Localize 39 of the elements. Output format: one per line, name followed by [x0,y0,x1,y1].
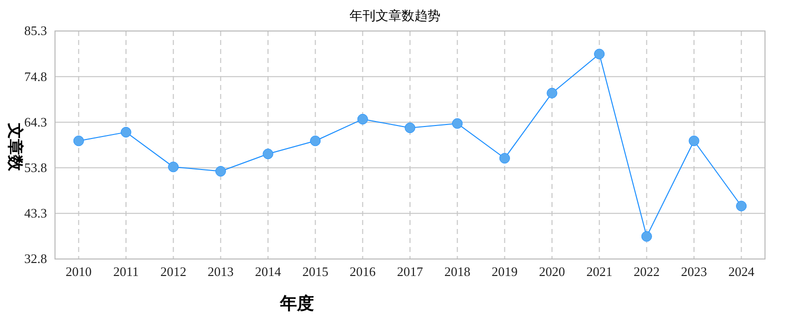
x-tick-label: 2010 [66,264,92,280]
chart-title: 年刊文章数趋势 [350,8,440,23]
y-tick-label: 32.8 [24,251,47,266]
point [215,166,226,177]
x-tick-label: 2016 [350,264,376,280]
x-tick-label: 2013 [208,264,234,280]
y-tick-label: 74.8 [24,68,47,84]
y-tick-label: 85.3 [24,23,47,38]
x-tick-label: 2017 [397,264,424,280]
x-tick-label: 2014 [255,264,282,280]
x-tick-label: 2011 [113,264,139,280]
x-tick-label: 2015 [302,264,328,280]
point [499,152,510,164]
point [120,126,132,138]
x-axis-title: 年度 [279,294,314,313]
y-axis-title: 文章数 [6,122,24,172]
point [546,88,558,98]
point [262,148,274,160]
y-tick-label: 43.3 [24,206,47,221]
x-tick-label: 2012 [160,264,186,280]
x-tick-label: 2023 [681,264,707,280]
x-tick-label: 2021 [586,264,612,280]
x-tick-label: 2020 [539,264,565,280]
x-tick-label: 2024 [728,264,755,280]
x-tick-label: 2019 [492,264,518,280]
y-tick-label: 53.8 [24,160,47,175]
x-tick-label: 2018 [444,264,470,280]
point [641,231,652,242]
point [404,122,416,134]
point [736,200,747,212]
point [357,114,368,124]
point [73,136,84,146]
point [594,48,605,60]
x-tick-label: 2022 [634,264,660,280]
point [688,136,700,146]
point [452,118,463,129]
point [168,162,179,172]
point [310,136,321,146]
y-tick-label: 64.3 [24,114,47,130]
